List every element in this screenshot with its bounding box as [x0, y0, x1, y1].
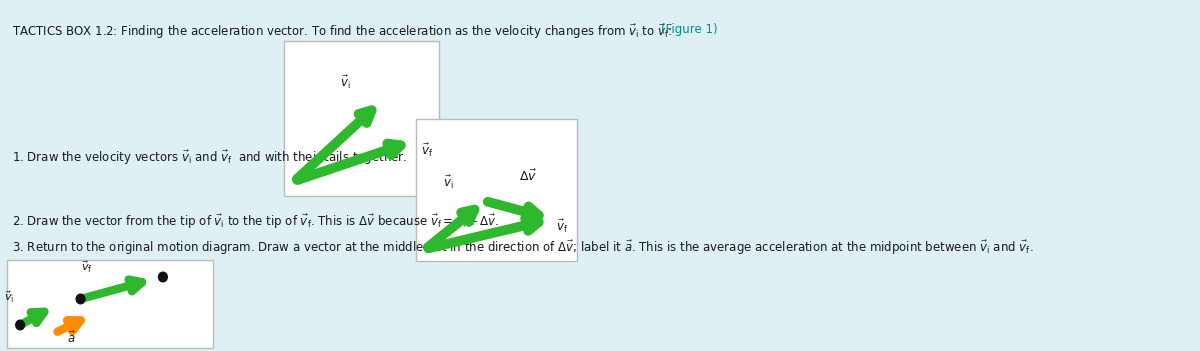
Text: 3. Return to the original motion diagram. Draw a vector at the middle dot in the: 3. Return to the original motion diagram… [12, 239, 1033, 257]
Circle shape [16, 320, 24, 330]
Circle shape [158, 272, 167, 282]
Text: TACTICS BOX 1.2: Finding the acceleration vector. To find the acceleration as th: TACTICS BOX 1.2: Finding the acceleratio… [12, 23, 673, 41]
Text: $\vec{v}_\mathrm{f}$: $\vec{v}_\mathrm{f}$ [556, 218, 568, 235]
Text: $\vec{v}_\mathrm{i}$: $\vec{v}_\mathrm{i}$ [4, 289, 14, 305]
Text: 2. Draw the vector from the tip of $\vec{v}_\mathrm{i}$ to the tip of $\vec{v}_\: 2. Draw the vector from the tip of $\vec… [12, 213, 498, 231]
Circle shape [76, 294, 85, 304]
Text: $\vec{a}$: $\vec{a}$ [67, 331, 76, 346]
Text: $\vec{v}_\mathrm{f}$: $\vec{v}_\mathrm{f}$ [82, 259, 92, 275]
Text: $\vec{v}_\mathrm{i}$: $\vec{v}_\mathrm{i}$ [443, 174, 454, 191]
Text: $\vec{v}_\mathrm{f}$: $\vec{v}_\mathrm{f}$ [421, 142, 433, 159]
Text: $\Delta\vec{v}$: $\Delta\vec{v}$ [520, 169, 538, 184]
FancyBboxPatch shape [416, 119, 577, 261]
Text: 1. Draw the velocity vectors $\vec{v}_\mathrm{i}$ and $\vec{v}_\mathrm{f}$  and : 1. Draw the velocity vectors $\vec{v}_\m… [12, 149, 407, 167]
Text: (Figure 1): (Figure 1) [661, 23, 718, 36]
Text: $\vec{v}_\mathrm{i}$: $\vec{v}_\mathrm{i}$ [340, 74, 350, 91]
FancyBboxPatch shape [283, 41, 439, 196]
FancyBboxPatch shape [7, 260, 214, 348]
